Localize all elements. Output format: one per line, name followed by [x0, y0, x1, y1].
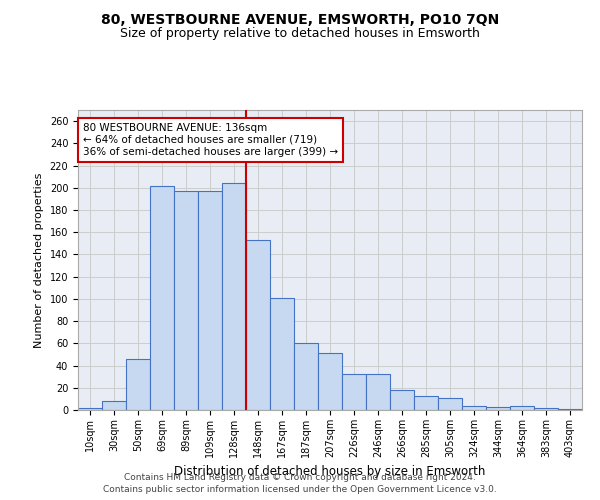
Bar	[318, 354, 342, 410]
Y-axis label: Number of detached properties: Number of detached properties	[34, 172, 44, 348]
Bar	[174, 191, 198, 410]
X-axis label: Distribution of detached houses by size in Emsworth: Distribution of detached houses by size …	[175, 466, 485, 478]
Bar	[486, 406, 510, 410]
Bar	[390, 390, 414, 410]
Bar	[558, 409, 582, 410]
Bar	[534, 408, 558, 410]
Bar	[78, 408, 102, 410]
Bar	[366, 374, 390, 410]
Text: Contains HM Land Registry data © Crown copyright and database right 2024.
Contai: Contains HM Land Registry data © Crown c…	[103, 473, 497, 494]
Bar	[294, 344, 318, 410]
Bar	[126, 359, 150, 410]
Bar	[270, 298, 294, 410]
Text: Size of property relative to detached houses in Emsworth: Size of property relative to detached ho…	[120, 28, 480, 40]
Bar	[246, 240, 270, 410]
Bar	[462, 406, 486, 410]
Bar	[342, 374, 366, 410]
Bar	[438, 398, 462, 410]
Text: 80, WESTBOURNE AVENUE, EMSWORTH, PO10 7QN: 80, WESTBOURNE AVENUE, EMSWORTH, PO10 7Q…	[101, 12, 499, 26]
Bar	[102, 401, 126, 410]
Bar	[222, 184, 246, 410]
Bar	[150, 186, 174, 410]
Bar	[510, 406, 534, 410]
Text: 80 WESTBOURNE AVENUE: 136sqm
← 64% of detached houses are smaller (719)
36% of s: 80 WESTBOURNE AVENUE: 136sqm ← 64% of de…	[83, 124, 338, 156]
Bar	[414, 396, 438, 410]
Bar	[198, 191, 222, 410]
